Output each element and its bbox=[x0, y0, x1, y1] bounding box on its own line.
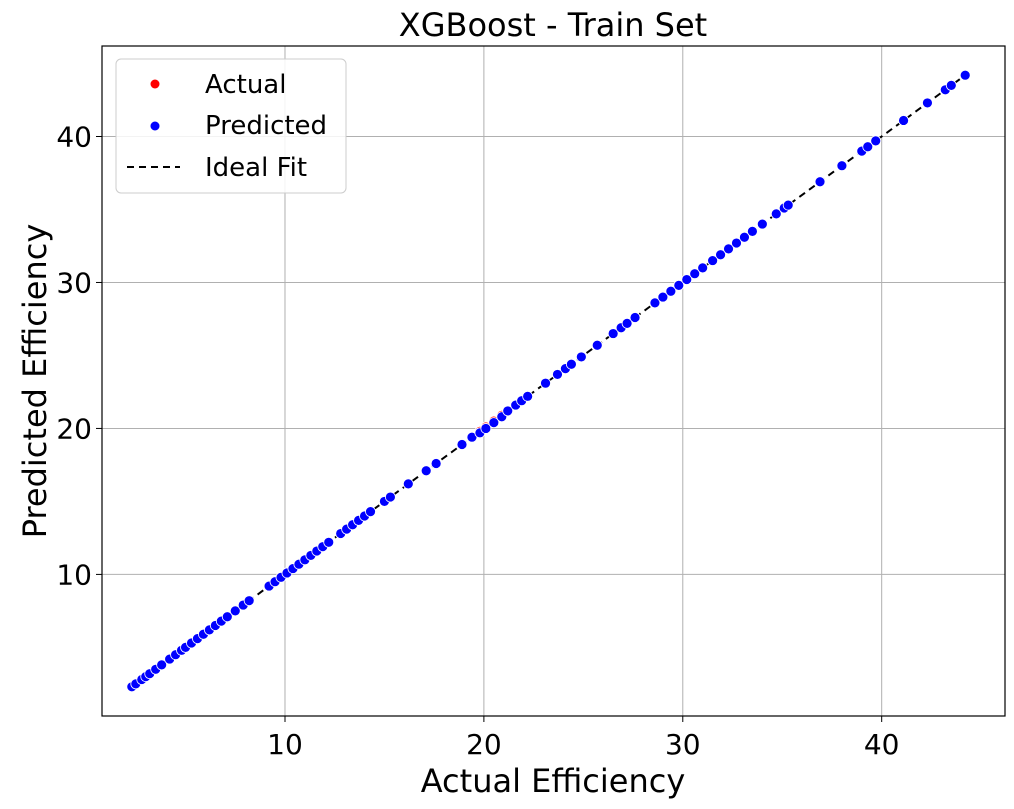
y-axis-label: Predicted Efficiency bbox=[16, 224, 54, 539]
predicted-point bbox=[665, 285, 677, 297]
predicted-point bbox=[591, 339, 603, 351]
predicted-point bbox=[552, 369, 563, 380]
y-tick-label: 20 bbox=[56, 412, 92, 445]
predicted-point bbox=[607, 328, 619, 339]
predicted-point bbox=[566, 358, 577, 370]
predicted-point bbox=[502, 405, 514, 417]
predicted-point bbox=[862, 141, 874, 153]
predicted-point bbox=[365, 506, 376, 518]
predicted-point bbox=[723, 243, 734, 255]
predicted-point bbox=[689, 268, 701, 280]
predicted-point bbox=[385, 491, 396, 503]
series-predicted bbox=[126, 69, 971, 693]
predicted-point bbox=[221, 611, 233, 623]
predicted-point bbox=[430, 458, 442, 469]
predicted-point bbox=[323, 536, 335, 548]
predicted-point bbox=[770, 208, 782, 220]
legend-box bbox=[115, 58, 347, 194]
predicted-point bbox=[629, 312, 641, 323]
predicted-point bbox=[707, 255, 719, 266]
x-tick-label: 20 bbox=[466, 728, 502, 761]
legend-predicted-label: Predicted bbox=[205, 111, 327, 141]
legend-actual-label: Actual bbox=[205, 70, 286, 100]
predicted-point bbox=[540, 377, 551, 389]
predicted-point bbox=[420, 465, 432, 477]
predicted-point bbox=[229, 605, 241, 617]
chart-title: XGBoost - Train Set bbox=[399, 6, 707, 44]
legend: Actual Predicted Ideal Fit bbox=[115, 58, 347, 194]
y-tick-label: 30 bbox=[56, 266, 92, 299]
legend-actual-marker bbox=[150, 79, 160, 89]
predicted-point bbox=[243, 595, 255, 607]
predicted-point bbox=[922, 97, 933, 109]
ticks-layer: 10 20 30 40 10 20 30 40 bbox=[56, 121, 899, 761]
predicted-point bbox=[945, 80, 957, 91]
predicted-point bbox=[756, 218, 768, 230]
x-tick-label: 40 bbox=[864, 728, 900, 761]
predicted-point bbox=[739, 231, 750, 243]
predicted-point bbox=[715, 249, 726, 261]
predicted-point bbox=[488, 417, 500, 429]
predicted-point bbox=[782, 199, 794, 211]
x-axis-label: Actual Efficiency bbox=[421, 762, 686, 800]
predicted-point bbox=[657, 291, 669, 303]
predicted-point bbox=[402, 478, 414, 490]
predicted-point bbox=[480, 423, 492, 434]
points-layer bbox=[126, 69, 971, 693]
predicted-point bbox=[649, 297, 661, 309]
predicted-point bbox=[959, 69, 971, 81]
x-tick-label: 30 bbox=[665, 728, 701, 761]
predicted-point bbox=[697, 262, 709, 274]
legend-predicted-marker bbox=[150, 121, 160, 131]
predicted-point bbox=[456, 439, 468, 450]
predicted-point bbox=[836, 160, 848, 172]
predicted-point bbox=[156, 659, 168, 671]
predicted-point bbox=[522, 390, 534, 402]
predicted-point bbox=[673, 279, 685, 291]
predicted-point bbox=[681, 274, 693, 285]
predicted-point bbox=[898, 115, 909, 126]
x-tick-label: 10 bbox=[267, 728, 303, 761]
predicted-point bbox=[731, 237, 742, 249]
plot-frame bbox=[101, 45, 1006, 717]
predicted-point bbox=[621, 317, 633, 329]
predicted-point bbox=[746, 225, 758, 237]
predicted-point bbox=[814, 176, 826, 188]
y-tick-label: 40 bbox=[56, 121, 92, 154]
predicted-point bbox=[870, 135, 882, 147]
y-tick-label: 10 bbox=[56, 558, 92, 591]
legend-ideal-fit-label: Ideal Fit bbox=[205, 153, 307, 183]
predicted-point bbox=[575, 351, 587, 363]
